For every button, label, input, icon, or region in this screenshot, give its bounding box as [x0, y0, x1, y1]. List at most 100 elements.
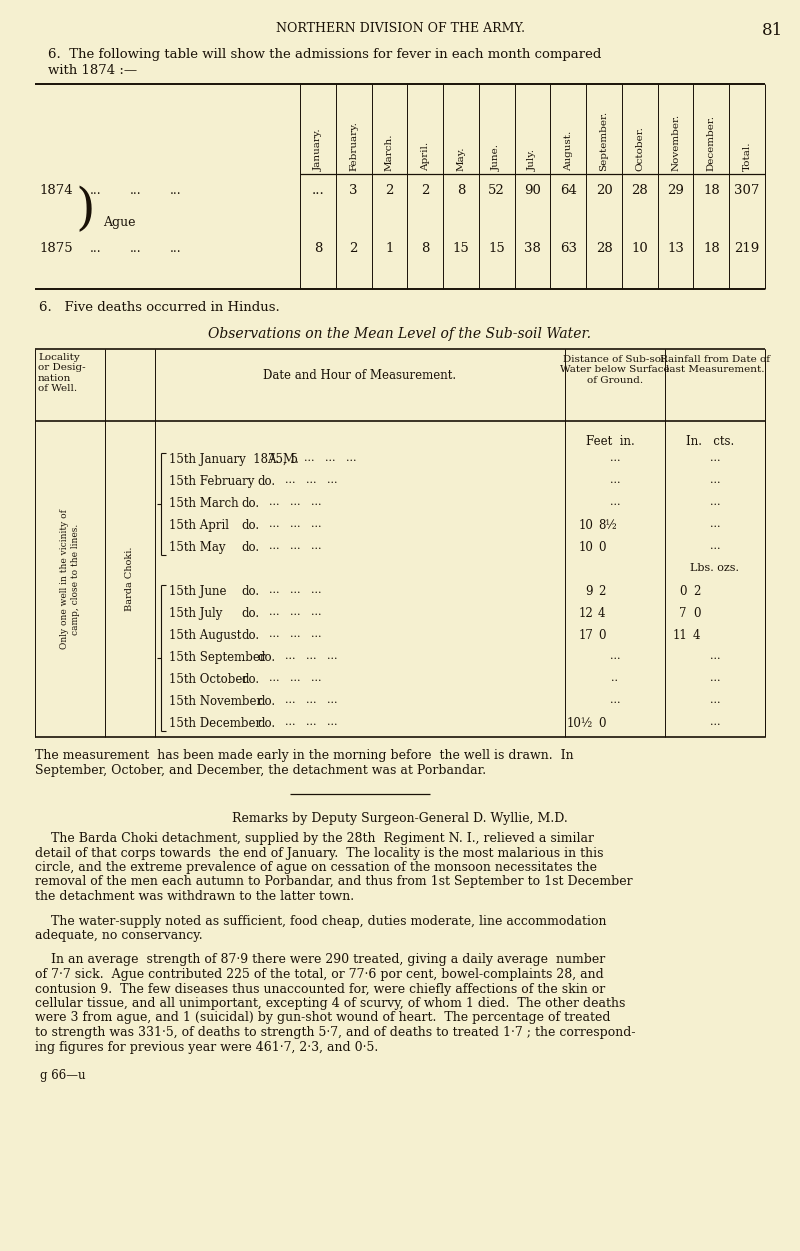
Text: 10: 10: [578, 540, 593, 554]
Text: do.: do.: [241, 673, 259, 686]
Text: contusion 9.  The few diseases thus unaccounted for, were chiefly affections of : contusion 9. The few diseases thus unacc…: [35, 982, 606, 996]
Text: cellular tissue, and all unimportant, excepting 4 of scurvy, of whom 1 died.  Th: cellular tissue, and all unimportant, ex…: [35, 997, 626, 1010]
Text: Distance of Sub-soil
Water below Surface
of Ground.: Distance of Sub-soil Water below Surface…: [560, 355, 670, 385]
Text: do.: do.: [241, 497, 259, 510]
Text: do.: do.: [257, 717, 275, 731]
Text: 1: 1: [386, 241, 394, 255]
Text: ing figures for previous year were 461·7, 2·3, and 0·5.: ing figures for previous year were 461·7…: [35, 1041, 378, 1053]
Text: In an average  strength of 87·9 there were 290 treated, giving a daily average  : In an average strength of 87·9 there wer…: [35, 953, 606, 967]
Text: with 1874 :—: with 1874 :—: [48, 64, 137, 78]
Text: do.: do.: [257, 696, 275, 708]
Text: 18: 18: [703, 241, 720, 255]
Text: adequate, no conservancy.: adequate, no conservancy.: [35, 929, 202, 942]
Text: 15th June: 15th June: [169, 585, 226, 598]
Text: ...   ...   ...: ... ... ...: [285, 717, 338, 727]
Text: g 66—u: g 66—u: [40, 1070, 86, 1082]
Text: ...: ...: [710, 651, 720, 661]
Text: ...: ...: [130, 184, 142, 196]
Text: 17: 17: [578, 629, 593, 642]
Text: the detachment was withdrawn to the latter town.: the detachment was withdrawn to the latt…: [35, 889, 354, 903]
Text: 2: 2: [693, 585, 700, 598]
Text: Feet  in.: Feet in.: [586, 435, 634, 448]
Text: ...: ...: [90, 241, 102, 255]
Text: do.: do.: [241, 519, 259, 532]
Text: ...   ...   ...: ... ... ...: [269, 673, 322, 683]
Text: January.: January.: [314, 129, 322, 171]
Text: 81: 81: [762, 23, 783, 39]
Text: Barda Choki.: Barda Choki.: [126, 547, 134, 612]
Text: ...: ...: [710, 673, 720, 683]
Text: 8: 8: [314, 241, 322, 255]
Text: 15th December: 15th December: [169, 717, 261, 731]
Text: ...: ...: [170, 184, 182, 196]
Text: December.: December.: [707, 115, 716, 171]
Text: 0: 0: [598, 717, 606, 731]
Text: were 3 from ague, and 1 (suicidal) by gun-shot wound of heart.  The percentage o: were 3 from ague, and 1 (suicidal) by gu…: [35, 1012, 610, 1025]
Text: 2: 2: [350, 241, 358, 255]
Text: circle, and the extreme prevalence of ague on cessation of the monsoon necessita: circle, and the extreme prevalence of ag…: [35, 861, 597, 874]
Text: do.: do.: [241, 540, 259, 554]
Text: ...: ...: [610, 696, 620, 706]
Text: April.: April.: [421, 141, 430, 171]
Text: A. M.: A. M.: [267, 453, 299, 467]
Text: Locality
or Desig-
nation
of Well.: Locality or Desig- nation of Well.: [38, 353, 86, 393]
Text: to strength was 331·5, of deaths to strength 5·7, and of deaths to treated 1·7 ;: to strength was 331·5, of deaths to stre…: [35, 1026, 635, 1040]
Text: 15th July: 15th July: [169, 607, 222, 620]
Text: March.: March.: [385, 134, 394, 171]
Text: In.   cts.: In. cts.: [686, 435, 734, 448]
Text: do.: do.: [241, 607, 259, 620]
Text: ...   ...   ...: ... ... ...: [269, 540, 322, 550]
Text: 15th August: 15th August: [169, 629, 242, 642]
Text: ...: ...: [610, 651, 620, 661]
Text: 11: 11: [672, 629, 687, 642]
Text: 15: 15: [453, 241, 470, 255]
Text: Rainfall from Date of
last Measurement.: Rainfall from Date of last Measurement.: [660, 355, 770, 374]
Text: Remarks by Deputy Surgeon-General D. Wyllie, M.D.: Remarks by Deputy Surgeon-General D. Wyl…: [232, 812, 568, 824]
Text: Observations on the Mean Level of the Sub-soil Water.: Observations on the Mean Level of the Su…: [209, 327, 591, 342]
Text: June.: June.: [492, 144, 502, 171]
Text: ...   ...   ...: ... ... ...: [269, 629, 322, 639]
Text: ...: ...: [610, 497, 620, 507]
Text: September.: September.: [599, 111, 609, 171]
Text: ): ): [75, 186, 95, 235]
Text: 15th March: 15th March: [169, 497, 238, 510]
Text: 28: 28: [596, 241, 613, 255]
Text: August.: August.: [564, 131, 573, 171]
Text: 8½: 8½: [598, 519, 617, 532]
Text: ...: ...: [710, 519, 720, 529]
Text: ...: ...: [610, 475, 620, 485]
Text: 13: 13: [667, 241, 684, 255]
Text: 12: 12: [578, 607, 593, 620]
Text: Date and Hour of Measurement.: Date and Hour of Measurement.: [263, 369, 457, 382]
Text: 8: 8: [421, 241, 430, 255]
Text: ...: ...: [170, 241, 182, 255]
Text: 8: 8: [457, 184, 465, 196]
Text: ...: ...: [90, 184, 102, 196]
Text: 4: 4: [693, 629, 701, 642]
Text: 4: 4: [598, 607, 606, 620]
Text: do.: do.: [241, 585, 259, 598]
Text: 64: 64: [560, 184, 577, 196]
Text: do.: do.: [257, 651, 275, 664]
Text: 38: 38: [524, 241, 541, 255]
Text: NORTHERN DIVISION OF THE ARMY.: NORTHERN DIVISION OF THE ARMY.: [275, 23, 525, 35]
Text: ..: ..: [611, 673, 618, 683]
Text: 6.  The following table will show the admissions for fever in each month compare: 6. The following table will show the adm…: [48, 48, 602, 61]
Text: 20: 20: [596, 184, 613, 196]
Text: 0: 0: [693, 607, 701, 620]
Text: ...: ...: [710, 475, 720, 485]
Text: The Barda Choki detachment, supplied by the 28th  Regiment N. I., relieved a sim: The Barda Choki detachment, supplied by …: [35, 832, 594, 844]
Text: ...   ...   ...: ... ... ...: [269, 519, 322, 529]
Text: 28: 28: [631, 184, 648, 196]
Text: July.: July.: [528, 149, 537, 171]
Text: ...: ...: [710, 453, 720, 463]
Text: Lbs. ozs.: Lbs. ozs.: [690, 563, 739, 573]
Text: 90: 90: [524, 184, 541, 196]
Text: detail of that corps towards  the end of January.  The locality is the most mala: detail of that corps towards the end of …: [35, 847, 603, 859]
Text: 63: 63: [560, 241, 577, 255]
Text: 15th January  1875, 5: 15th January 1875, 5: [169, 453, 298, 467]
Text: 0: 0: [679, 585, 687, 598]
Text: Total.: Total.: [742, 141, 752, 171]
Text: October.: October.: [635, 126, 644, 171]
Text: ...: ...: [130, 241, 142, 255]
